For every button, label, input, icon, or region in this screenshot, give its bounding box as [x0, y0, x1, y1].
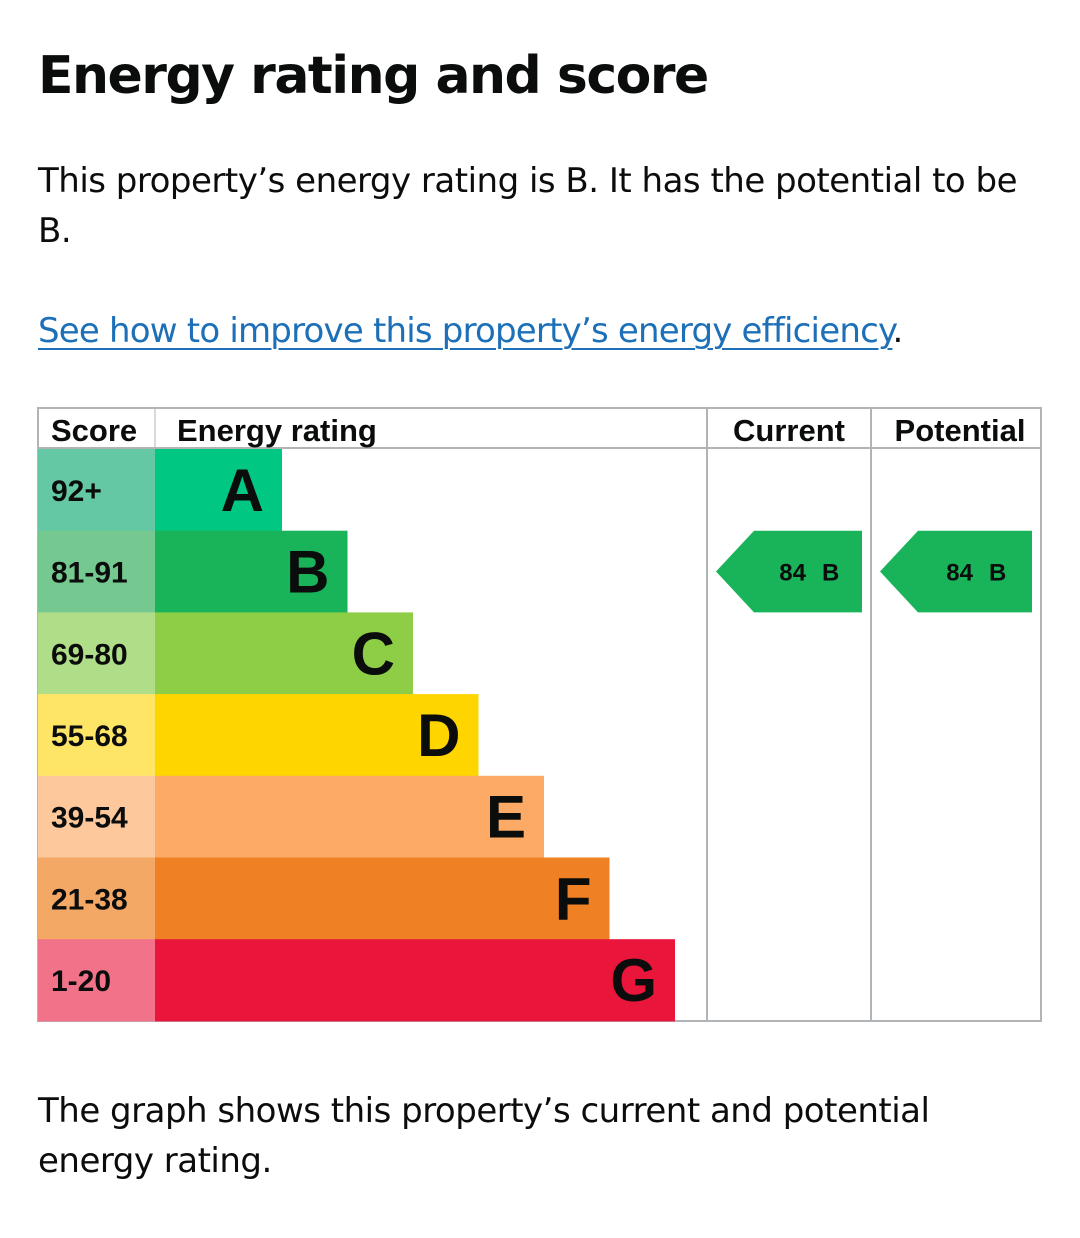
band-bar-g — [155, 939, 675, 1022]
score-cell-c — [38, 612, 155, 695]
band-letter-f: F — [555, 865, 592, 932]
improve-link-line: See how to improve this property’s energ… — [38, 306, 903, 356]
band-letter-b: B — [286, 539, 329, 606]
page-title: Energy rating and score — [38, 46, 709, 106]
band-letter-e: E — [486, 784, 526, 851]
potential-rating-arrow — [880, 530, 1032, 613]
band-letter-a: A — [221, 457, 264, 524]
band-bar-d — [155, 694, 479, 777]
score-cell-e — [38, 775, 155, 858]
header-energy-rating: Energy rating — [177, 413, 377, 448]
score-cell-d — [38, 694, 155, 777]
band-letter-c: C — [352, 620, 395, 687]
energy-rating-graph: Score Energy rating Current Potential 92… — [37, 407, 1042, 1022]
potential-rating-score: 84 — [946, 560, 973, 587]
score-cell-f — [38, 857, 155, 940]
improve-energy-efficiency-link[interactable]: See how to improve this property’s energ… — [38, 311, 893, 351]
score-range-c: 69-80 — [51, 638, 128, 671]
rating-indicators: 84 B 84 B — [716, 530, 1032, 613]
score-range-a: 92+ — [51, 475, 102, 508]
current-rating-arrow — [716, 530, 862, 613]
link-suffix: . — [892, 311, 903, 351]
band-bar-c — [155, 612, 413, 695]
band-bar-b — [155, 530, 348, 613]
score-cell-a — [38, 449, 155, 532]
score-cell-b — [38, 530, 155, 613]
graph-caption: The graph shows this property’s current … — [38, 1091, 930, 1181]
potential-rating-letter: B — [989, 560, 1006, 587]
energy-rating-summary: This property’s energy rating is B. It h… — [38, 161, 1018, 251]
score-range-d: 55-68 — [51, 720, 128, 753]
band-bar-e — [155, 775, 544, 858]
band-bar-a — [155, 449, 282, 532]
header-current: Current — [733, 413, 845, 448]
band-bar-f — [155, 857, 610, 940]
band-letter-d: D — [417, 702, 460, 769]
header-score: Score — [51, 413, 137, 448]
band-letter-g: G — [610, 947, 657, 1014]
rating-bands: 92+ A 81-91 B 69-80 C 55-68 D 39-54 E 21-38 F 1-20 G — [38, 449, 675, 1022]
score-range-g: 1-20 — [51, 965, 111, 998]
score-range-e: 39-54 — [51, 802, 128, 835]
score-range-b: 81-91 — [51, 557, 128, 590]
current-rating-score: 84 — [779, 560, 806, 587]
score-cell-g — [38, 939, 155, 1022]
current-rating-letter: B — [822, 560, 839, 587]
score-range-f: 21-38 — [51, 883, 128, 916]
header-potential: Potential — [895, 413, 1026, 448]
